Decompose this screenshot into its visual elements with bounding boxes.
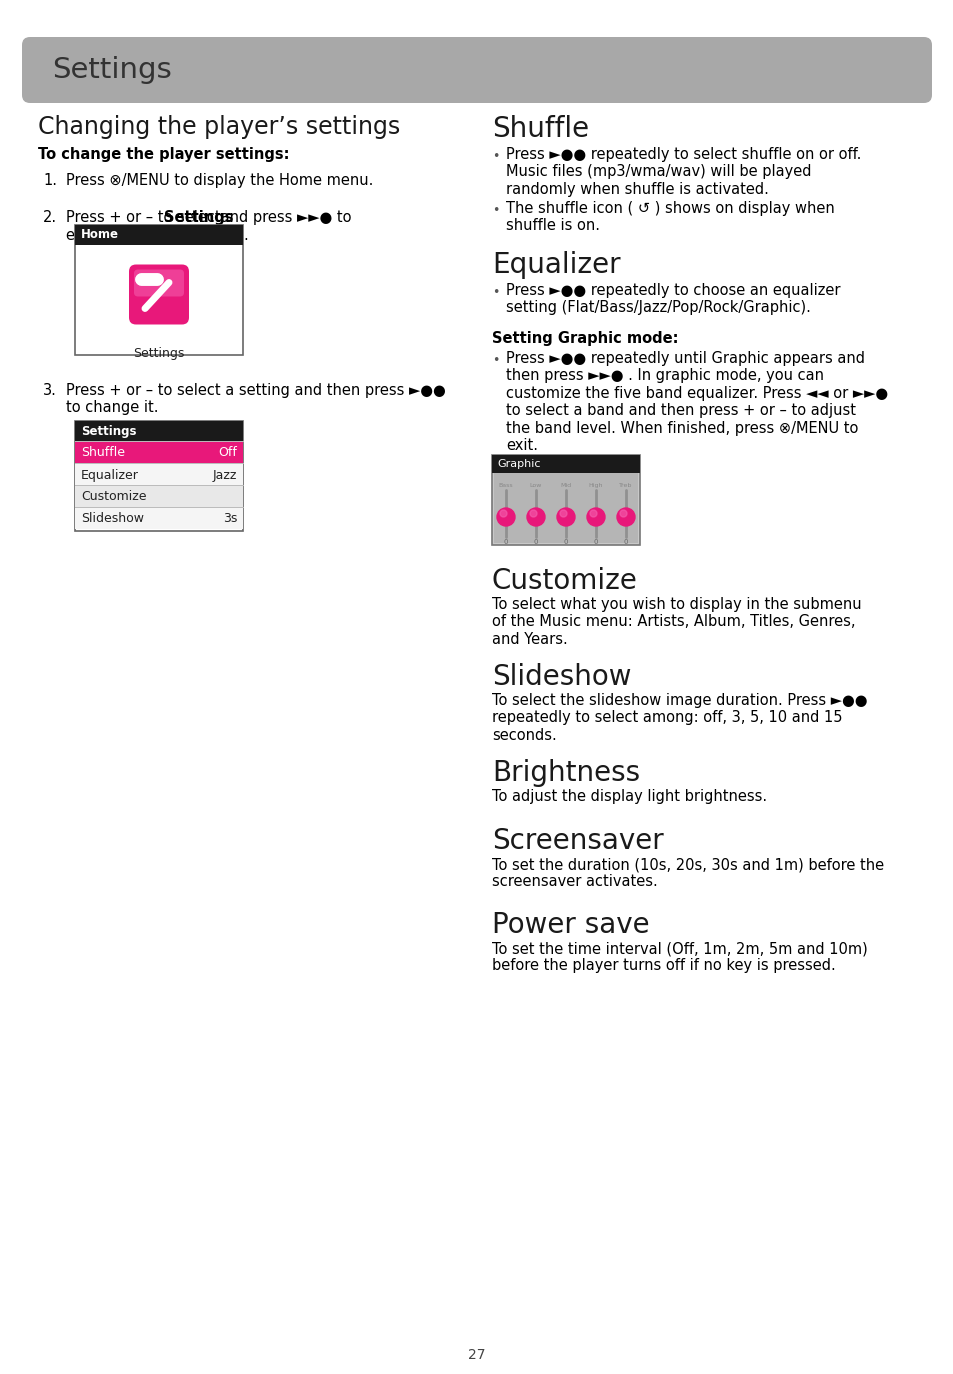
- Text: 0: 0: [593, 539, 598, 545]
- Text: and press ►►● to: and press ►►● to: [215, 210, 351, 225]
- Text: Bass: Bass: [498, 484, 513, 488]
- Circle shape: [526, 508, 544, 526]
- FancyBboxPatch shape: [129, 265, 189, 324]
- Text: Settings: Settings: [164, 210, 233, 225]
- Text: Slideshow: Slideshow: [81, 513, 144, 525]
- Text: To select the slideshow image duration. Press ►●●
repeatedly to select among: of: To select the slideshow image duration. …: [492, 692, 866, 743]
- Text: Treb: Treb: [618, 484, 632, 488]
- Text: •: •: [492, 203, 498, 217]
- Text: Settings: Settings: [52, 56, 172, 84]
- Text: •: •: [492, 286, 498, 300]
- Text: Changing the player’s settings: Changing the player’s settings: [38, 115, 400, 139]
- Bar: [492, 455, 639, 473]
- Text: Slideshow: Slideshow: [492, 664, 631, 691]
- Text: Shuffle: Shuffle: [492, 115, 589, 143]
- Text: 0: 0: [563, 539, 568, 545]
- Text: Low: Low: [529, 484, 541, 488]
- Text: Setting Graphic mode:: Setting Graphic mode:: [492, 331, 678, 346]
- Text: To select what you wish to display in the submenu
of the Music menu: Artists, Al: To select what you wish to display in th…: [492, 596, 861, 647]
- Text: 3s: 3s: [222, 513, 236, 525]
- FancyBboxPatch shape: [133, 269, 184, 297]
- Circle shape: [497, 508, 515, 526]
- FancyBboxPatch shape: [22, 37, 931, 103]
- Bar: [75, 225, 243, 245]
- Bar: [75, 420, 243, 441]
- Text: Graphic: Graphic: [497, 459, 540, 469]
- Text: 0: 0: [533, 539, 537, 545]
- Text: Shuffle: Shuffle: [81, 447, 125, 459]
- Bar: [75, 420, 243, 530]
- Circle shape: [619, 510, 626, 517]
- Text: Press ►●● repeatedly to choose an equalizer
setting (Flat/Bass/Jazz/Pop/Rock/Gra: Press ►●● repeatedly to choose an equali…: [505, 283, 840, 316]
- Circle shape: [589, 510, 597, 517]
- Text: Press ►●● repeatedly to select shuffle on or off.
Music files (mp3/wma/wav) will: Press ►●● repeatedly to select shuffle o…: [505, 147, 861, 196]
- Text: Press ⊗/MENU to display the Home menu.: Press ⊗/MENU to display the Home menu.: [66, 173, 373, 188]
- Circle shape: [530, 510, 537, 517]
- Text: Press + or – to select a setting and then press ►●●: Press + or – to select a setting and the…: [66, 383, 445, 398]
- Circle shape: [559, 510, 566, 517]
- Text: to change it.: to change it.: [66, 400, 158, 415]
- Text: To set the time interval (Off, 1m, 2m, 5m and 10m)
before the player turns off i: To set the time interval (Off, 1m, 2m, 5…: [492, 941, 867, 973]
- Text: enter the settings menu.: enter the settings menu.: [66, 228, 249, 243]
- Text: Equalizer: Equalizer: [492, 251, 620, 279]
- Bar: [75, 463, 243, 485]
- Text: Press ►●● repeatedly until Graphic appears and
then press ►►● . In graphic mode,: Press ►●● repeatedly until Graphic appea…: [505, 350, 887, 453]
- Text: Equalizer: Equalizer: [81, 469, 139, 481]
- Text: Customize: Customize: [81, 491, 147, 503]
- Bar: [75, 441, 243, 463]
- Text: The shuffle icon ( ↺ ) shows on display when
shuffle is on.: The shuffle icon ( ↺ ) shows on display …: [505, 201, 834, 234]
- Text: Brightness: Brightness: [492, 758, 639, 787]
- Text: Off: Off: [218, 447, 236, 459]
- Text: 27: 27: [468, 1348, 485, 1362]
- Bar: [75, 507, 243, 529]
- Text: •: •: [492, 354, 498, 367]
- Text: 0: 0: [503, 539, 508, 545]
- Text: Jazz: Jazz: [213, 469, 236, 481]
- Text: To change the player settings:: To change the player settings:: [38, 147, 289, 162]
- Circle shape: [586, 508, 604, 526]
- Bar: [492, 455, 639, 545]
- Text: •: •: [492, 150, 498, 164]
- Bar: [75, 225, 243, 354]
- Text: Mid: Mid: [559, 484, 571, 488]
- Text: 1.: 1.: [43, 173, 57, 188]
- Text: Screensaver: Screensaver: [492, 827, 663, 855]
- Text: Settings: Settings: [81, 425, 136, 437]
- Text: 2.: 2.: [43, 210, 57, 225]
- Circle shape: [617, 508, 635, 526]
- Text: Press + or – to select: Press + or – to select: [66, 210, 225, 225]
- Bar: [494, 473, 638, 543]
- Text: Settings: Settings: [133, 348, 185, 360]
- Text: To set the duration (10s, 20s, 30s and 1m) before the
screensaver activates.: To set the duration (10s, 20s, 30s and 1…: [492, 857, 883, 889]
- Text: 0: 0: [623, 539, 628, 545]
- Text: 3.: 3.: [43, 383, 57, 398]
- Text: Power save: Power save: [492, 911, 649, 938]
- Text: Customize: Customize: [492, 567, 638, 595]
- Circle shape: [499, 510, 506, 517]
- Text: High: High: [588, 484, 602, 488]
- Text: To adjust the display light brightness.: To adjust the display light brightness.: [492, 789, 766, 804]
- Bar: [75, 485, 243, 507]
- Circle shape: [557, 508, 575, 526]
- Text: Home: Home: [81, 228, 119, 242]
